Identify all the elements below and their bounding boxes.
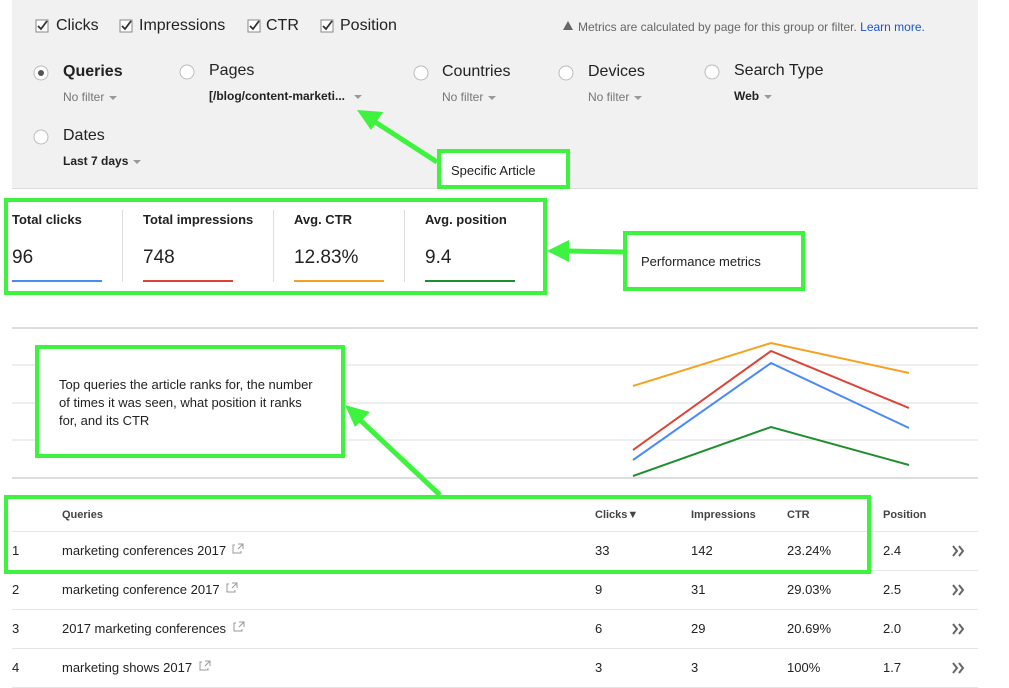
radio-selected bbox=[38, 70, 44, 76]
warning-icon bbox=[563, 21, 573, 30]
table-cell: 9 bbox=[595, 582, 603, 597]
caret bbox=[764, 94, 773, 99]
filter-value-text: [/blog/content-marketi... bbox=[209, 89, 346, 103]
table-cell: 29.03% bbox=[787, 582, 832, 597]
toggle[interactable]: Impressions bbox=[139, 17, 226, 34]
divider bbox=[273, 210, 274, 282]
query-cell[interactable]: marketing conference 2017 bbox=[62, 582, 220, 597]
table-cell: 31 bbox=[691, 582, 706, 597]
column-header[interactable]: Impressions bbox=[691, 509, 756, 521]
filter-value-text: No filter bbox=[63, 90, 105, 104]
summary-label: Total impressions bbox=[143, 212, 254, 227]
row-divider bbox=[12, 648, 978, 649]
summary-label: Total clicks bbox=[12, 212, 82, 227]
filter-value-text: No filter bbox=[588, 90, 630, 104]
table-cell: 142 bbox=[691, 543, 713, 558]
caret bbox=[133, 159, 142, 164]
underline bbox=[294, 280, 384, 282]
ext-icons bbox=[199, 543, 245, 671]
table-cell: 3 bbox=[12, 621, 20, 636]
filter-label[interactable]: Countries bbox=[442, 63, 511, 80]
table-cell: 1.7 bbox=[883, 660, 902, 675]
filter-label[interactable]: Search Type bbox=[734, 62, 824, 79]
table-cell: 33 bbox=[595, 543, 610, 558]
summary-value: 12.83% bbox=[294, 247, 359, 268]
toggle[interactable]: Position bbox=[340, 17, 397, 34]
filter-label[interactable]: Dates bbox=[63, 127, 105, 144]
filter-label[interactable]: Pages bbox=[209, 62, 255, 79]
table-cell: 3 bbox=[595, 660, 603, 675]
column-header[interactable]: Position bbox=[883, 509, 927, 521]
table-cell: 29 bbox=[691, 621, 706, 636]
filter-value[interactable]: No filter bbox=[63, 90, 118, 104]
chart-lines bbox=[632, 341, 910, 477]
table-cell: 4 bbox=[12, 660, 20, 675]
table-cell: 20.69% bbox=[787, 621, 832, 636]
caret bbox=[109, 95, 118, 100]
toggle[interactable]: Clicks bbox=[56, 17, 99, 34]
summary-label: Avg. CTR bbox=[294, 212, 353, 227]
caret bbox=[634, 95, 643, 100]
table-cell: 6 bbox=[595, 621, 603, 636]
row-arrows bbox=[952, 545, 965, 674]
row-divider bbox=[12, 531, 978, 532]
filter-value[interactable]: [/blog/content-marketi... bbox=[209, 89, 363, 103]
annotation: Top queries the article ranks for, the n… bbox=[35, 345, 345, 458]
column-header[interactable]: CTR bbox=[787, 509, 810, 521]
row-divider bbox=[12, 609, 978, 610]
notice-text: Metrics are calculated by page for this … bbox=[578, 20, 857, 34]
table-cell: 1 bbox=[12, 543, 20, 558]
learn-more[interactable]: Learn more. bbox=[860, 20, 925, 34]
highlight-box bbox=[4, 495, 871, 574]
summary-label: Avg. position bbox=[425, 212, 507, 227]
table-cell: 2.0 bbox=[883, 621, 902, 636]
query-cell[interactable]: marketing shows 2017 bbox=[62, 660, 193, 675]
filter-value[interactable]: No filter bbox=[442, 90, 497, 104]
caret bbox=[354, 94, 363, 99]
filter-label[interactable]: Devices bbox=[588, 63, 645, 80]
divider bbox=[404, 210, 405, 282]
highlight-box bbox=[4, 198, 547, 295]
column-header[interactable]: Queries bbox=[62, 509, 103, 521]
query-cell[interactable]: 2017 marketing conferences bbox=[62, 621, 227, 636]
caret bbox=[488, 95, 497, 100]
underline bbox=[143, 280, 233, 282]
toggle[interactable]: CTR bbox=[266, 17, 299, 34]
radios bbox=[33, 64, 720, 145]
table-cell: 2.5 bbox=[883, 582, 902, 597]
notice: Metrics are calculated by page for this … bbox=[578, 20, 925, 34]
filter-value-text: Last 7 days bbox=[63, 154, 129, 168]
table-cell: 23.24% bbox=[787, 543, 832, 558]
filter-value[interactable]: Last 7 days bbox=[63, 154, 142, 168]
table-cell: 2.4 bbox=[883, 543, 902, 558]
annotation: Performance metrics bbox=[623, 231, 805, 291]
summary-value: 9.4 bbox=[425, 247, 452, 268]
table-cell: 100% bbox=[787, 660, 821, 675]
filter-value-text: Web bbox=[734, 89, 760, 103]
filter-label[interactable]: Queries bbox=[63, 63, 123, 80]
underline bbox=[12, 280, 102, 282]
annotation: Specific Article bbox=[437, 149, 570, 189]
underline bbox=[425, 280, 515, 282]
summary-value: 96 bbox=[12, 247, 34, 268]
column-header[interactable]: Clicks▼ bbox=[595, 509, 639, 521]
filter-value[interactable]: Web bbox=[734, 89, 773, 103]
table-cell: 2 bbox=[12, 582, 20, 597]
summary-value: 748 bbox=[143, 247, 175, 268]
divider bbox=[122, 210, 123, 282]
filter-value[interactable]: No filter bbox=[588, 90, 643, 104]
filter-value-text: No filter bbox=[442, 90, 484, 104]
table-cell: 3 bbox=[691, 660, 699, 675]
query-cell[interactable]: marketing conferences 2017 bbox=[62, 543, 227, 558]
checkmarks bbox=[37, 20, 333, 31]
